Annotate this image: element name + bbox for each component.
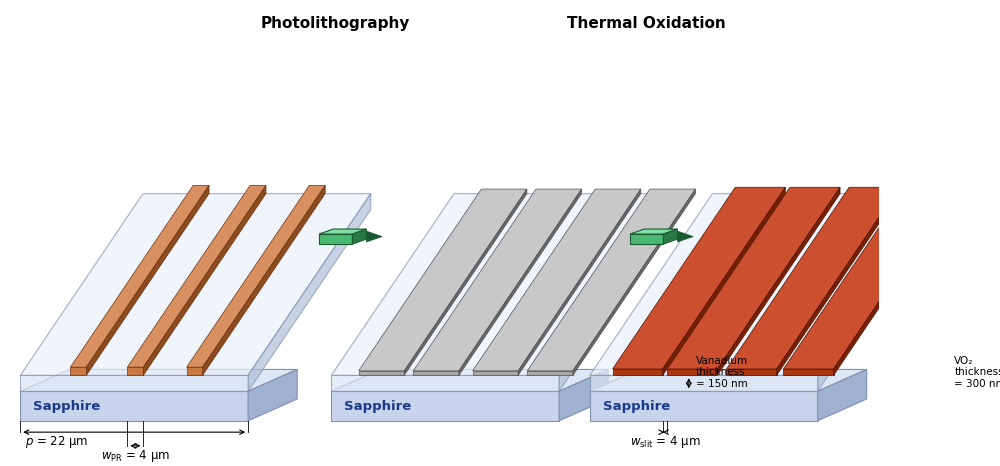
Text: Sapphire: Sapphire: [603, 399, 670, 412]
Polygon shape: [630, 234, 663, 244]
Polygon shape: [459, 189, 582, 375]
Polygon shape: [663, 187, 785, 375]
Polygon shape: [667, 369, 717, 375]
Text: Sapphire: Sapphire: [33, 399, 101, 412]
Text: Sapphire: Sapphire: [344, 399, 412, 412]
Polygon shape: [818, 193, 940, 391]
Polygon shape: [70, 367, 86, 375]
Polygon shape: [834, 187, 956, 375]
Polygon shape: [86, 185, 209, 375]
Polygon shape: [366, 231, 382, 242]
Polygon shape: [818, 370, 867, 421]
Polygon shape: [413, 189, 582, 371]
Polygon shape: [331, 391, 559, 421]
Polygon shape: [319, 234, 352, 244]
Polygon shape: [331, 193, 682, 375]
Polygon shape: [726, 369, 777, 375]
Polygon shape: [613, 369, 663, 375]
Polygon shape: [143, 185, 266, 375]
Polygon shape: [590, 193, 940, 375]
Polygon shape: [667, 187, 840, 369]
Polygon shape: [726, 187, 899, 369]
Polygon shape: [359, 189, 527, 371]
Polygon shape: [663, 229, 677, 244]
Text: $w_\mathrm{PR}$ = 4 μm: $w_\mathrm{PR}$ = 4 μm: [101, 447, 170, 464]
Polygon shape: [187, 185, 325, 367]
Text: Vanadium
thickness
= 150 nm: Vanadium thickness = 150 nm: [696, 356, 748, 389]
Polygon shape: [20, 370, 297, 391]
Polygon shape: [590, 391, 818, 421]
Polygon shape: [127, 367, 143, 375]
Polygon shape: [319, 229, 366, 234]
Polygon shape: [613, 187, 785, 369]
Text: VO₂
thickness
= 300 nm: VO₂ thickness = 300 nm: [954, 356, 1000, 389]
Polygon shape: [783, 369, 834, 375]
Text: $w_\mathrm{slit}$ = 4 μm: $w_\mathrm{slit}$ = 4 μm: [630, 434, 700, 450]
Polygon shape: [70, 185, 209, 367]
Polygon shape: [559, 193, 682, 391]
Polygon shape: [352, 229, 366, 244]
Polygon shape: [331, 375, 559, 391]
Polygon shape: [527, 189, 695, 371]
Polygon shape: [777, 187, 899, 375]
Polygon shape: [404, 189, 527, 375]
Polygon shape: [473, 189, 641, 371]
Polygon shape: [413, 371, 459, 375]
Polygon shape: [677, 231, 693, 242]
Polygon shape: [717, 187, 840, 375]
Polygon shape: [331, 370, 608, 391]
Polygon shape: [473, 371, 518, 375]
Text: Thermal Oxidation: Thermal Oxidation: [567, 16, 726, 31]
Text: $\it{p}$ = 22 μm: $\it{p}$ = 22 μm: [25, 434, 88, 450]
Polygon shape: [783, 187, 956, 369]
Polygon shape: [590, 370, 867, 391]
Polygon shape: [559, 370, 608, 421]
Text: Photolithography: Photolithography: [261, 16, 410, 31]
Polygon shape: [20, 375, 248, 391]
Polygon shape: [518, 189, 641, 375]
Polygon shape: [248, 193, 371, 391]
Polygon shape: [127, 185, 266, 367]
Polygon shape: [573, 189, 695, 375]
Polygon shape: [590, 375, 818, 391]
Polygon shape: [248, 370, 297, 421]
Polygon shape: [527, 371, 573, 375]
Polygon shape: [20, 391, 248, 421]
Polygon shape: [630, 229, 677, 234]
Polygon shape: [20, 193, 371, 375]
Polygon shape: [187, 367, 203, 375]
Polygon shape: [359, 371, 404, 375]
Polygon shape: [203, 185, 325, 375]
